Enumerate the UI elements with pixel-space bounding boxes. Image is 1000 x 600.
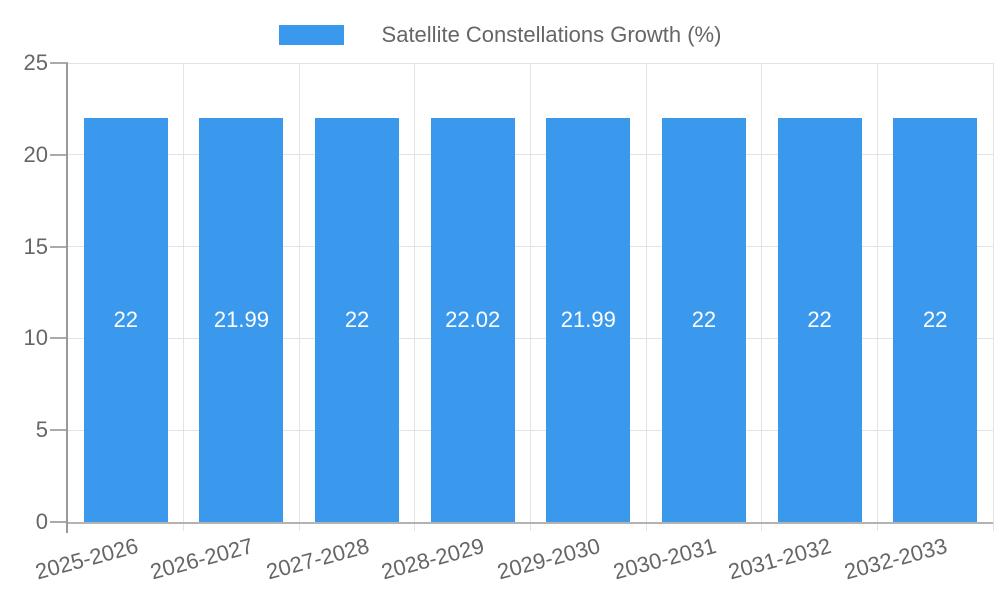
bar[interactable]: [546, 118, 631, 522]
legend-label: Satellite Constellations Growth (%): [381, 22, 722, 47]
v-gridline: [876, 63, 878, 531]
x-tick-label: 2026-2027: [147, 533, 256, 585]
bar[interactable]: [777, 118, 862, 522]
bar-value-label: 22: [807, 307, 832, 333]
bar-value-label: 21.99: [560, 307, 616, 333]
y-tick-mark: [50, 62, 68, 64]
bar-value-label: 22: [113, 307, 139, 333]
bar[interactable]: [199, 118, 284, 522]
bar[interactable]: [430, 117, 515, 522]
bar-value-label: 22: [691, 307, 717, 333]
x-tick-label: 2029-2030: [494, 533, 603, 585]
x-tick-label: 2030-2031: [610, 533, 719, 585]
bar[interactable]: [83, 118, 168, 522]
y-tick-mark: [50, 429, 68, 432]
y-tick-label: 25: [23, 50, 48, 75]
x-tick-label: 2027-2028: [263, 533, 372, 585]
y-tick-mark: [50, 245, 68, 248]
v-gridline: [414, 63, 416, 531]
bar-value-label: 22: [344, 307, 370, 333]
y-tick-mark: [50, 337, 68, 340]
y-tick-mark: [50, 521, 68, 523]
x-tick-label: 2025-2026: [32, 533, 141, 585]
x-tick-label: 2032-2033: [841, 533, 950, 585]
bar-value-label: 21.99: [213, 307, 269, 333]
y-tick-mark: [50, 153, 68, 156]
x-tick-label: 2031-2032: [725, 533, 835, 585]
chart-legend[interactable]: Satellite Constellations Growth (%): [0, 21, 1000, 49]
x-tick-label: 2028-2029: [379, 533, 488, 585]
x-axis-line: [68, 522, 993, 524]
y-tick-label: 0: [35, 509, 48, 534]
v-gridline: [992, 63, 994, 531]
y-tick-label: 15: [23, 233, 48, 259]
y-tick-label: 5: [35, 417, 48, 443]
v-gridline: [645, 63, 647, 531]
y-tick-label: 20: [23, 141, 48, 167]
v-gridline: [298, 63, 300, 531]
v-gridline: [183, 63, 185, 531]
y-tick-label: 10: [23, 325, 48, 351]
legend-swatch-icon: [278, 25, 344, 45]
bar-value-label: 22: [922, 307, 948, 333]
v-gridline: [761, 63, 763, 531]
bar[interactable]: [893, 118, 978, 522]
bar-value-label: 22.02: [445, 306, 501, 332]
v-gridline: [530, 63, 531, 531]
bar[interactable]: [661, 118, 746, 522]
y-axis-line: [66, 63, 68, 533]
bar[interactable]: [315, 118, 400, 522]
